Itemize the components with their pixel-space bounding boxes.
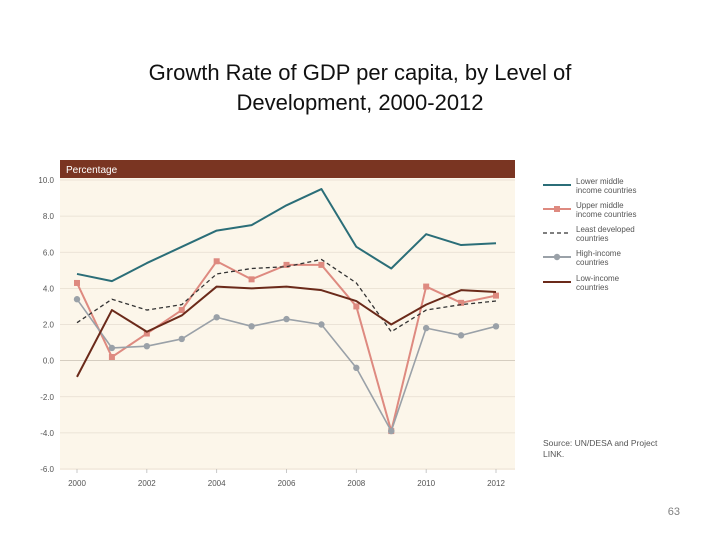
x-tick-label: 2008 bbox=[347, 479, 365, 488]
panel-header bbox=[60, 160, 515, 178]
y-tick-label: -6.0 bbox=[40, 465, 54, 474]
source-line-1: Source: UN/DESA and Project bbox=[543, 438, 658, 448]
data-point-square bbox=[283, 261, 290, 268]
axes: 10.0 8.0 6.0 4.0 2.0 0.0 -2.0 -4.0 -6.0 2000 2002 2… bbox=[38, 176, 505, 488]
y-tick-label: 8.0 bbox=[43, 212, 55, 221]
data-point-circle bbox=[353, 364, 360, 372]
y-tick-label: -4.0 bbox=[40, 429, 54, 438]
x-tick-label: 2006 bbox=[278, 479, 296, 488]
x-tick-label: 2012 bbox=[487, 479, 505, 488]
slide-title-line-1: Growth Rate of GDP per capita, by Level … bbox=[148, 60, 572, 85]
legend-label-3: High-income countries bbox=[576, 249, 621, 267]
series-line-0 bbox=[76, 188, 497, 283]
data-point-square bbox=[108, 354, 115, 361]
slide-number: 63 bbox=[667, 506, 680, 518]
data-point-circle bbox=[213, 314, 220, 321]
legend-label-4: Low-income countries bbox=[576, 274, 620, 292]
legend-label-2: Least developed countries bbox=[576, 225, 635, 243]
x-tick-label: 2004 bbox=[208, 479, 226, 488]
series-line-4 bbox=[76, 285, 497, 378]
data-point-square bbox=[353, 303, 360, 310]
source-line-2: LINK. bbox=[543, 449, 564, 459]
data-point-circle bbox=[73, 296, 81, 303]
y-tick-label: 0.0 bbox=[43, 357, 55, 366]
y-tick-label: 10.0 bbox=[38, 176, 54, 185]
y-tick-label: 6.0 bbox=[43, 248, 55, 257]
legend-label-line: Least developed bbox=[576, 225, 635, 234]
legend-label-line: countries bbox=[576, 258, 608, 267]
data-point-circle bbox=[422, 324, 430, 332]
y-tick-label: 2.0 bbox=[43, 321, 55, 330]
legend-marker-circle bbox=[553, 253, 561, 261]
data-point-circle bbox=[492, 323, 500, 330]
data-point-circle bbox=[178, 335, 185, 343]
y-tick-label: -2.0 bbox=[40, 393, 54, 402]
legend-label-1: Upper middle income countries bbox=[576, 201, 636, 219]
x-tick-label: 2002 bbox=[138, 479, 156, 488]
slide-title-line-2: Development, 2000-2012 bbox=[236, 90, 484, 115]
data-point-square bbox=[493, 292, 499, 299]
plot-background bbox=[60, 177, 515, 470]
data-point-square bbox=[318, 261, 325, 268]
legend-label-line: countries bbox=[576, 234, 608, 243]
data-point-square bbox=[74, 279, 80, 286]
y-tick-label: 4.0 bbox=[43, 284, 55, 293]
legend-label-line: Lower middle bbox=[576, 177, 624, 186]
data-point-square bbox=[423, 283, 430, 290]
source-note: Source: UN/DESA and Project LINK. bbox=[543, 438, 660, 459]
data-point-circle bbox=[457, 332, 465, 339]
legend-label-line: countries bbox=[576, 283, 608, 292]
legend-label-0: Lower middle income countries bbox=[576, 177, 636, 195]
legend-label-line: Low-income bbox=[576, 274, 620, 283]
series-lines bbox=[73, 188, 500, 435]
series-line-2 bbox=[76, 258, 497, 333]
data-point-circle bbox=[143, 342, 151, 350]
data-point-circle bbox=[108, 344, 116, 352]
slide-title: Growth Rate of GDP per capita, by Level … bbox=[60, 58, 660, 118]
legend-label-line: Upper middle bbox=[576, 201, 624, 210]
legend-label-line: income countries bbox=[576, 186, 636, 195]
data-point-circle bbox=[248, 323, 255, 330]
data-point-square bbox=[458, 299, 465, 306]
legend-marker-square bbox=[554, 206, 560, 212]
data-point-square bbox=[213, 258, 220, 265]
data-point-circle bbox=[283, 315, 290, 323]
legend-label-line: income countries bbox=[576, 210, 636, 219]
x-tick-label: 2000 bbox=[68, 479, 86, 488]
x-tick-label: 2010 bbox=[417, 479, 435, 488]
panel-label: Percentage bbox=[66, 165, 118, 176]
legend-label-line: High-income bbox=[576, 249, 621, 258]
data-point-circle bbox=[318, 321, 325, 328]
data-point-circle bbox=[388, 427, 395, 435]
data-point-square bbox=[248, 276, 255, 283]
data-point-square bbox=[143, 330, 150, 337]
data-point-square bbox=[178, 307, 185, 314]
